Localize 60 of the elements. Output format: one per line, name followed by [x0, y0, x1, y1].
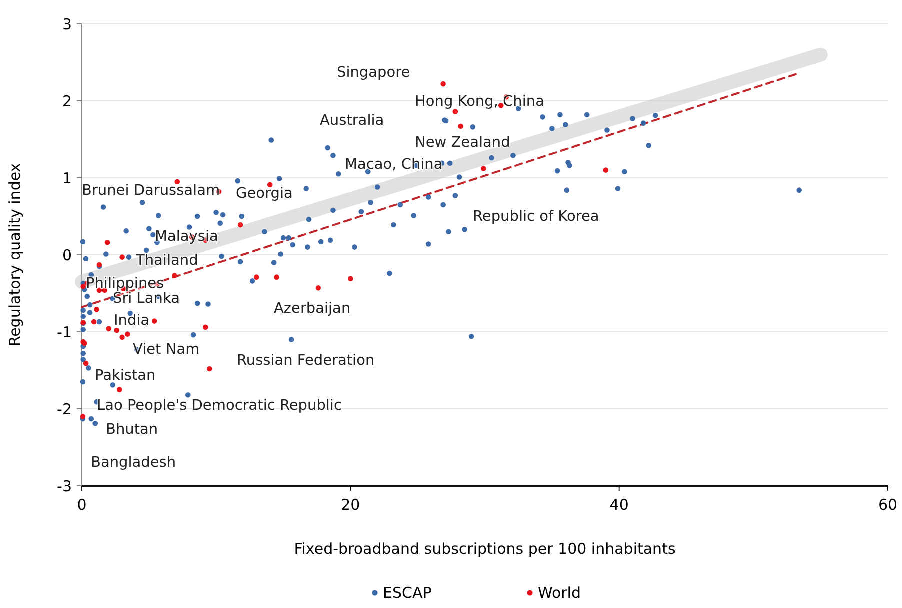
point — [172, 273, 178, 278]
x-tick-label: 20 — [341, 496, 360, 514]
point — [202, 324, 208, 330]
point — [80, 414, 86, 420]
point — [206, 366, 212, 372]
point — [603, 168, 609, 173]
annotation: India — [114, 313, 150, 330]
point — [348, 276, 354, 282]
annotation: Hong Kong, China — [415, 94, 544, 110]
point — [120, 254, 125, 260]
point — [254, 274, 260, 280]
annotation: Republic of Korea — [473, 209, 600, 226]
point — [116, 387, 122, 392]
y-tick-label: -2 — [57, 400, 72, 418]
y-tick-label: 3 — [62, 15, 72, 34]
x-tick-label: 60 — [878, 496, 898, 514]
legend-label: ESCAP — [383, 584, 432, 602]
point — [316, 285, 322, 291]
point — [104, 240, 110, 246]
x-tick-label: 40 — [610, 496, 629, 514]
point — [498, 102, 504, 108]
legend-label: World — [538, 584, 581, 602]
point — [120, 334, 125, 340]
point — [106, 326, 112, 332]
annotation: New Zealand — [415, 135, 510, 152]
y-tick-label: -3 — [57, 477, 72, 496]
annotation: Australia — [320, 113, 384, 130]
annotation: Pakistan — [95, 368, 156, 384]
point — [238, 222, 244, 228]
y-tick-label: -1 — [57, 323, 72, 342]
annotation: Georgia — [236, 186, 293, 202]
y-tick-label: 1 — [62, 169, 72, 188]
point — [114, 328, 120, 334]
point — [125, 332, 130, 337]
y-axis-title: Regulatory quality index — [6, 163, 24, 347]
point — [152, 318, 158, 324]
annotation: Viet Nam — [133, 342, 200, 358]
point — [458, 124, 464, 130]
point — [481, 166, 486, 172]
annotation: Sri Lanka — [113, 291, 180, 308]
point — [440, 81, 446, 87]
point — [94, 307, 100, 312]
point — [274, 274, 280, 280]
annotation: Lao People's Democratic Republic — [97, 398, 342, 414]
annotation: Russian Federation — [237, 353, 375, 370]
x-tick-label: 0 — [77, 496, 87, 514]
point — [80, 284, 86, 290]
x-axis-title: Fixed-broadband subscriptions per 100 inhabitants — [294, 540, 676, 558]
annotation: Bhutan — [106, 422, 158, 438]
point — [452, 109, 458, 114]
annotation: Brunei Darussalam — [82, 183, 220, 200]
y-tick-label: 0 — [62, 246, 72, 264]
point — [91, 319, 97, 325]
point — [174, 179, 180, 184]
point — [83, 360, 89, 366]
y-tick-label: 2 — [62, 92, 72, 110]
annotation: Thailand — [135, 253, 198, 270]
annotation: Azerbaijan — [274, 301, 351, 318]
annotation: Bangladesh — [91, 455, 176, 472]
annotation: Singapore — [337, 65, 410, 82]
